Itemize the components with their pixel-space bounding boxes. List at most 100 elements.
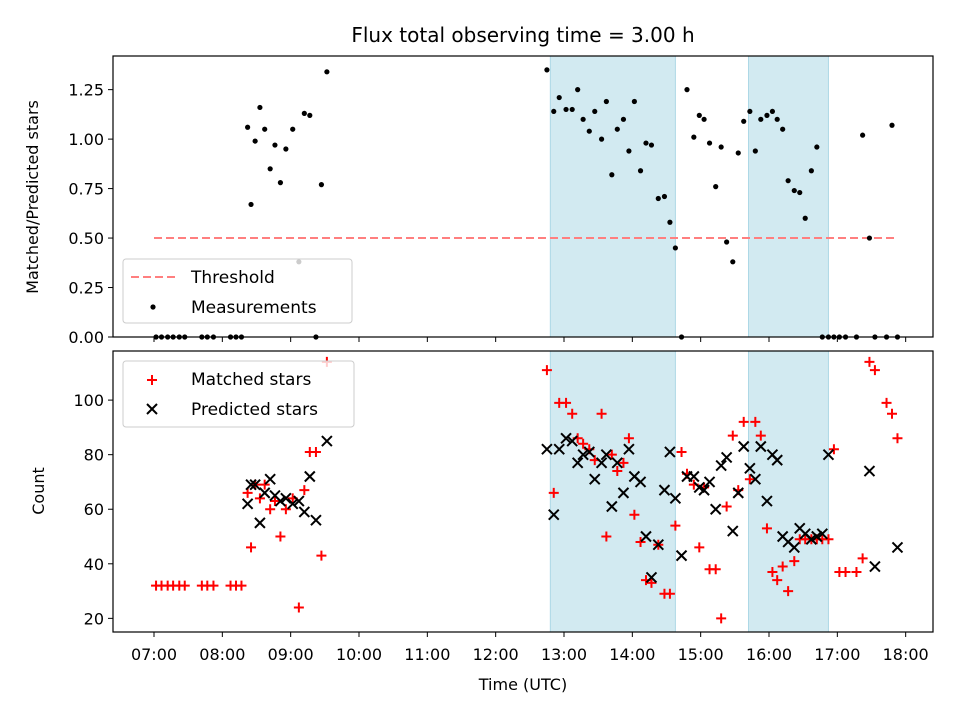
- x-tick-label: 17:00: [814, 645, 860, 664]
- measurement-point: [667, 219, 673, 225]
- count-panel: 20 40 60 80 100 07:00 08:00 09:00 10:00 11:00 12:…: [29, 350, 934, 694]
- top-y-tick-label: 0.50: [68, 229, 104, 248]
- top-y-axis-title: Matched/Predicted stars: [23, 100, 42, 294]
- measurement-point: [609, 172, 615, 178]
- measurement-point: [814, 144, 820, 150]
- top-axes-frame: [112, 55, 934, 338]
- matched-star-point: [275, 531, 286, 542]
- matched-star-point: [772, 575, 783, 586]
- matched-star-point: [242, 487, 253, 498]
- measurement-point: [272, 142, 278, 148]
- matched-star-point: [789, 556, 800, 567]
- matched-star-point: [280, 504, 291, 515]
- measurement-point: [569, 106, 575, 113]
- measurement-point: [592, 108, 598, 115]
- bottom-shaded-span: [549, 350, 676, 633]
- measurement-point: [324, 69, 330, 75]
- measurement-point: [620, 116, 627, 122]
- matched-star-point: [561, 397, 572, 408]
- matched-star-point: [299, 485, 310, 496]
- bottom-y-tick-label: 20: [84, 609, 104, 628]
- x-axis-title: Time (UTC): [478, 675, 567, 694]
- measurement-point: [575, 87, 581, 93]
- predicted-star-point: [720, 451, 733, 464]
- bottom-legend-box: [122, 360, 355, 428]
- predicted-star-point: [788, 541, 800, 554]
- predicted-star-point: [669, 492, 682, 505]
- predicted-star-point: [744, 462, 756, 475]
- predicted-star-point: [698, 484, 710, 496]
- predicted-star-point: [688, 470, 700, 483]
- matched-star-point: [727, 430, 738, 441]
- legend-matched-swatch: [147, 375, 157, 385]
- matched-star-point: [676, 446, 687, 457]
- predicted-star-point: [816, 528, 829, 540]
- predicted-star-point: [658, 484, 671, 496]
- matched-stars-points: [151, 356, 903, 624]
- measurement-point: [713, 184, 719, 190]
- measurement-point: [301, 110, 307, 116]
- predicted-star-point: [293, 495, 305, 507]
- matched-star-point: [612, 466, 623, 477]
- matched-star-point: [887, 408, 897, 419]
- matched-star-point: [823, 534, 834, 545]
- x-tick-label: 16:00: [746, 645, 792, 664]
- legend-predicted-swatch: [146, 403, 158, 415]
- x-tick-label: 12:00: [473, 645, 519, 664]
- measurement-point: [741, 118, 747, 124]
- bottom-x-ticks: 07:00 08:00 09:00 10:00 11:00 12:00 13:00 14:00…: [131, 632, 929, 664]
- matched-star-point: [828, 444, 839, 455]
- matched-star-point: [670, 520, 681, 531]
- measurement-point: [735, 150, 741, 156]
- matched-star-point: [567, 408, 578, 419]
- measurement-point: [791, 187, 797, 194]
- x-tick-label: 11:00: [404, 645, 450, 664]
- measurement-point: [598, 136, 605, 142]
- predicted-star-point: [645, 571, 658, 584]
- bottom-legend: Matched stars Predicted stars: [122, 360, 355, 428]
- predicted-star-point: [254, 517, 266, 529]
- predicted-star-point: [298, 506, 311, 518]
- predicted-star-point: [241, 498, 254, 510]
- x-tick-label: 14:00: [609, 645, 655, 664]
- bottom-y-tick-label: 100: [73, 391, 104, 410]
- matched-star-point: [767, 566, 778, 577]
- predicted-star-point: [321, 435, 333, 447]
- matched-star-point: [548, 487, 559, 498]
- measurement-point: [764, 112, 770, 118]
- predicted-star-point: [634, 476, 647, 488]
- matched-star-point: [710, 564, 721, 575]
- predicted-star-point: [652, 538, 665, 551]
- predicted-stars-points: [241, 432, 904, 584]
- measurement-point: [684, 87, 690, 93]
- measurement-point: [631, 98, 637, 105]
- x-tick-label: 08:00: [199, 645, 245, 664]
- measurement-point: [637, 168, 644, 174]
- bottom-y-axis-title: Count: [29, 467, 48, 515]
- top-y-tick-label: 0.75: [68, 180, 104, 199]
- matched-star-point: [777, 561, 788, 572]
- measurement-point: [252, 138, 258, 144]
- measurement-point: [603, 98, 609, 105]
- legend-measurements-label: Measurements: [191, 298, 317, 318]
- predicted-star-point: [727, 525, 739, 537]
- measurement-point: [563, 106, 569, 113]
- predicted-star-point: [600, 448, 613, 461]
- measurement-point: [747, 108, 753, 115]
- predicted-star-point: [541, 443, 553, 455]
- predicted-star-point: [863, 465, 876, 477]
- predicted-star-point: [664, 446, 676, 458]
- matched-star-point: [259, 479, 270, 490]
- predicted-star-point: [589, 473, 601, 485]
- matched-star-point: [629, 509, 640, 520]
- predicted-star-point: [755, 440, 767, 453]
- matched-star-point: [761, 523, 772, 534]
- matched-star-point: [578, 438, 589, 449]
- measurement-point: [626, 148, 632, 154]
- predicted-star-point: [623, 443, 635, 455]
- bottom-y-tick-label: 80: [84, 446, 104, 465]
- matched-star-point: [635, 536, 646, 547]
- measurement-point: [672, 245, 678, 251]
- predicted-star-point: [761, 495, 773, 507]
- bottom-shaded-spans: [549, 350, 829, 633]
